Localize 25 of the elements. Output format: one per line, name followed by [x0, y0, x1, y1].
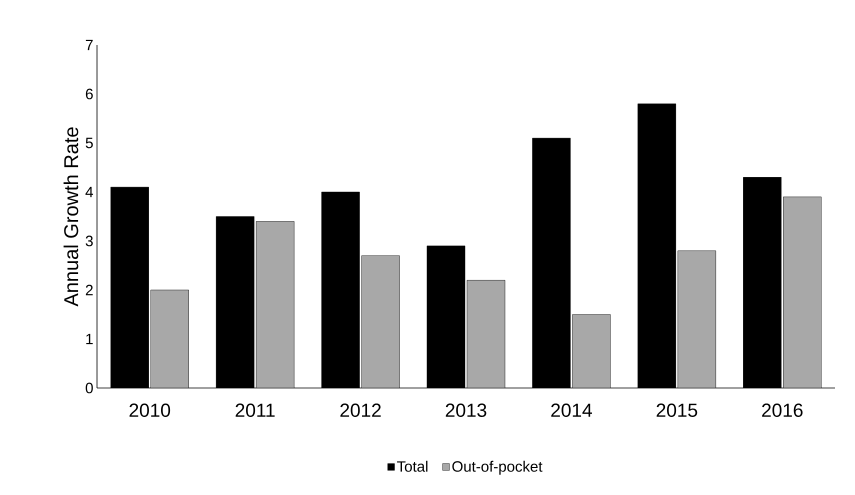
y-tick-label: 4	[85, 186, 94, 198]
x-tick-label: 2010	[130, 404, 170, 417]
bar	[678, 250, 716, 388]
x-tick-label: 2015	[656, 404, 698, 417]
y-axis-title: Annual Growth Rate	[64, 127, 78, 307]
y-tick-label: 6	[86, 88, 93, 100]
bar	[150, 290, 189, 388]
bar	[361, 255, 400, 388]
x-tick-label: 2016	[762, 404, 803, 417]
x-tick-label: 2012	[340, 404, 381, 417]
y-tick-label: 0	[86, 382, 93, 394]
legend-label: Total	[397, 460, 428, 472]
y-tick-label: 5	[86, 138, 93, 148]
x-tick-label: 2014	[551, 404, 592, 417]
y-tick-label: 2	[86, 284, 93, 296]
y-tick-label: 3	[86, 236, 93, 246]
bar	[256, 221, 294, 388]
x-tick-label: 2013	[446, 404, 486, 417]
y-tick-label: 1	[86, 334, 93, 344]
y-tick-label: 7	[86, 40, 93, 50]
bar	[466, 280, 506, 388]
legend-label: Out-of-pocket	[452, 460, 542, 475]
bar	[783, 196, 822, 388]
bar	[572, 314, 611, 388]
x-tick-label: 2011	[236, 404, 275, 417]
